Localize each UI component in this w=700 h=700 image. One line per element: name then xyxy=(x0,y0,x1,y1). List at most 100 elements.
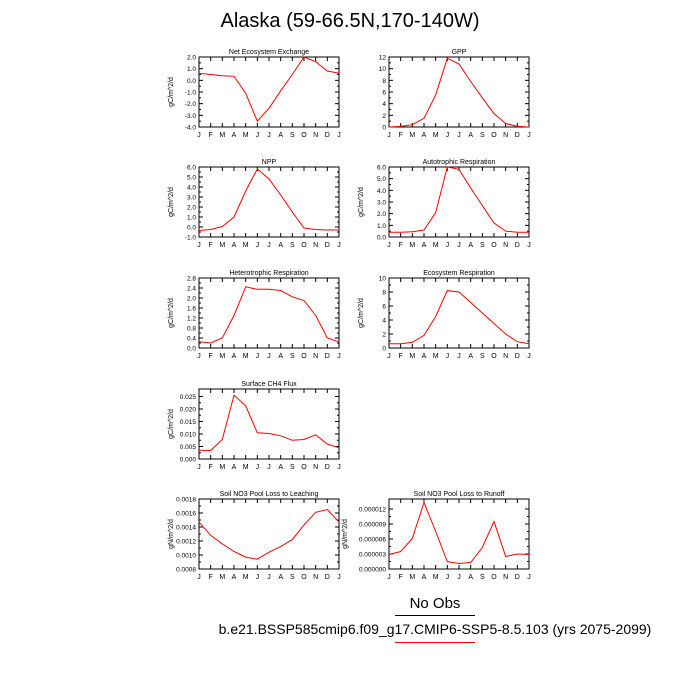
y-tick-label-3-4: 4.0 xyxy=(377,188,386,195)
y-tick-label-0-0: -4.0 xyxy=(185,125,197,132)
x-tick-label-2-9: O xyxy=(301,242,307,249)
series-line-0-0 xyxy=(198,56,340,123)
x-tick-label-1-5: J xyxy=(446,132,450,139)
legend-obs-label: No Obs xyxy=(409,595,461,612)
x-tick-label-7-8: S xyxy=(290,574,295,581)
y-tick-label-3-5: 5.0 xyxy=(377,176,386,183)
x-tick-label-0-10: N xyxy=(313,132,318,139)
y-tick-label-2-3: 2.0 xyxy=(187,205,196,212)
x-tick-label-7-12: J xyxy=(337,574,341,581)
y-tick-label-7-1: 0.0010 xyxy=(176,553,196,560)
x-tick-label-0-8: S xyxy=(290,132,295,139)
x-tick-label-4-0: J xyxy=(197,353,201,360)
x-tick-label-8-2: M xyxy=(409,574,415,581)
x-tick-label-2-2: M xyxy=(219,242,225,249)
panel-frame-5 xyxy=(388,277,530,349)
x-tick-label-5-3: A xyxy=(422,353,427,360)
x-tick-label-7-7: A xyxy=(278,574,283,581)
y-tick-label-1-3: 6 xyxy=(382,90,386,97)
y-tick-label-6-2: 0.010 xyxy=(180,432,197,439)
x-tick-label-0-2: M xyxy=(219,132,225,139)
y-tick-label-5-1: 2 xyxy=(382,332,386,339)
x-tick-label-6-2: M xyxy=(219,464,225,471)
x-tick-label-0-6: J xyxy=(267,132,271,139)
x-tick-label-3-12: J xyxy=(527,242,531,249)
y-tick-label-3-3: 3.0 xyxy=(377,200,386,207)
x-tick-label-1-1: F xyxy=(399,132,403,139)
y-tick-label-5-0: 0 xyxy=(382,346,386,353)
x-tick-label-8-10: N xyxy=(503,574,508,581)
y-tick-label-7-5: 0.0018 xyxy=(176,497,196,504)
x-tick-label-5-11: D xyxy=(515,353,520,360)
x-tick-label-2-12: J xyxy=(337,242,341,249)
x-tick-label-7-6: J xyxy=(267,574,271,581)
x-tick-label-7-11: D xyxy=(325,574,330,581)
x-tick-label-3-10: N xyxy=(503,242,508,249)
x-tick-label-1-4: M xyxy=(433,132,439,139)
x-tick-label-4-1: F xyxy=(209,353,213,360)
x-tick-label-2-3: A xyxy=(232,242,237,249)
y-tick-label-0-5: 1.0 xyxy=(187,66,196,73)
y-tick-label-8-3: 0.000009 xyxy=(359,522,386,529)
x-tick-label-2-8: S xyxy=(290,242,295,249)
panel-title-3: Autotrophic Respiration xyxy=(423,159,496,166)
y-tick-label-0-3: -1.0 xyxy=(185,90,197,97)
x-tick-label-2-1: F xyxy=(209,242,213,249)
x-tick-label-3-11: D xyxy=(515,242,520,249)
x-tick-label-7-4: M xyxy=(243,574,249,581)
x-tick-label-6-6: J xyxy=(267,464,271,471)
y-tick-label-4-1: 0.4 xyxy=(187,336,196,343)
panel-frame-7 xyxy=(198,498,340,570)
x-tick-label-3-3: A xyxy=(422,242,427,249)
x-tick-label-4-2: M xyxy=(219,353,225,360)
panel-ylabel-0: gC/m^2/d xyxy=(168,77,175,107)
x-tick-label-5-8: S xyxy=(480,353,485,360)
panel-frame-8 xyxy=(388,498,530,570)
y-tick-label-5-3: 6 xyxy=(382,304,386,311)
panel-title-4: Heterotrophic Respiration xyxy=(229,270,308,277)
x-tick-label-6-12: J xyxy=(337,464,341,471)
y-tick-label-3-6: 6.0 xyxy=(377,165,386,172)
x-tick-label-8-4: M xyxy=(433,574,439,581)
x-tick-label-5-5: J xyxy=(446,353,450,360)
y-tick-label-1-4: 8 xyxy=(382,78,386,85)
x-tick-label-4-7: A xyxy=(278,353,283,360)
series-line-6-0 xyxy=(198,394,340,452)
x-tick-label-3-9: O xyxy=(491,242,497,249)
y-tick-label-1-1: 2 xyxy=(382,113,386,120)
x-tick-label-8-6: J xyxy=(457,574,461,581)
x-tick-label-2-4: M xyxy=(243,242,249,249)
x-tick-label-1-11: D xyxy=(515,132,520,139)
panel-ylabel-6: gC/m^2/d xyxy=(168,409,175,439)
x-tick-label-2-10: N xyxy=(313,242,318,249)
x-tick-label-0-4: M xyxy=(243,132,249,139)
y-tick-label-5-4: 8 xyxy=(382,290,386,297)
panel-title-5: Ecosystem Respiration xyxy=(423,270,495,277)
series-line-1-0 xyxy=(388,57,530,128)
x-tick-label-0-5: J xyxy=(256,132,260,139)
x-tick-label-7-3: A xyxy=(232,574,237,581)
panel-title-8: Soil NO3 Pool Loss to Runoff xyxy=(414,491,505,498)
x-tick-label-5-0: J xyxy=(387,353,391,360)
y-tick-label-1-6: 12 xyxy=(379,55,387,62)
panel-frame-3 xyxy=(388,166,530,238)
panel-ylabel-8: gN/m^2/d xyxy=(342,519,349,549)
x-tick-label-0-9: O xyxy=(301,132,307,139)
y-tick-label-0-4: 0.0 xyxy=(187,78,196,85)
legend-case-label: b.e21.BSSP585cmip6.f09_g17.CMIP6-SSP5-8.… xyxy=(218,621,652,637)
legend-obs-line xyxy=(395,615,475,616)
x-tick-label-6-5: J xyxy=(256,464,260,471)
x-tick-label-6-3: A xyxy=(232,464,237,471)
x-tick-label-6-4: M xyxy=(243,464,249,471)
y-tick-label-6-4: 0.020 xyxy=(180,407,197,414)
panel-ylabel-3: gC/m^2/d xyxy=(358,187,365,217)
y-tick-label-2-0: -1.0 xyxy=(185,235,197,242)
panel-title-2: NPP xyxy=(262,159,277,166)
panel-ylabel-4: gC/m^2/d xyxy=(168,298,175,328)
y-tick-label-7-2: 0.0012 xyxy=(176,539,196,546)
x-tick-label-4-11: D xyxy=(325,353,330,360)
y-tick-label-1-2: 4 xyxy=(382,101,386,108)
y-tick-label-3-2: 2.0 xyxy=(377,211,386,218)
series-line-4-0 xyxy=(198,286,340,344)
y-tick-label-4-4: 1.6 xyxy=(187,306,196,313)
